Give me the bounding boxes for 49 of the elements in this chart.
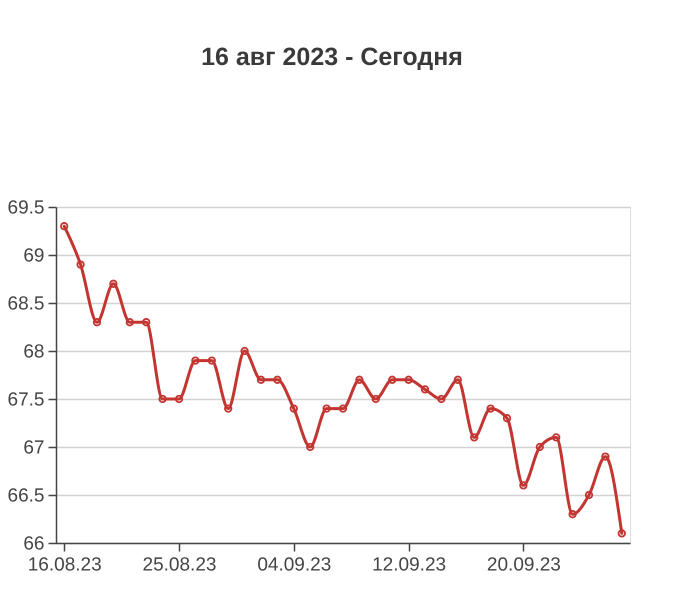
point xyxy=(404,376,413,384)
x-tick-label: 12.09.23 xyxy=(372,554,446,576)
point xyxy=(208,356,216,365)
y-tick-label: 67 xyxy=(23,438,44,458)
point xyxy=(568,510,577,518)
point xyxy=(142,318,150,326)
y-tick-label: 69.5 xyxy=(8,198,44,218)
point xyxy=(601,452,610,461)
point xyxy=(519,481,528,490)
y-tick-label: 66.5 xyxy=(8,486,44,506)
point xyxy=(158,394,167,404)
point xyxy=(322,404,331,413)
point xyxy=(502,414,512,422)
point xyxy=(536,442,544,452)
point xyxy=(92,318,102,326)
point xyxy=(618,529,626,538)
point xyxy=(552,433,560,442)
point xyxy=(454,376,462,384)
x-tick-label: 20.09.23 xyxy=(486,554,561,576)
point xyxy=(256,376,266,384)
point xyxy=(584,490,594,500)
point xyxy=(420,385,430,394)
point xyxy=(126,318,134,326)
y-tick-label: 66 xyxy=(23,534,44,554)
y-tick-label: 67.5 xyxy=(8,390,44,410)
point xyxy=(60,222,68,230)
y-tick-label: 69 xyxy=(23,246,44,266)
point xyxy=(486,404,495,413)
point xyxy=(224,404,232,413)
point xyxy=(240,346,249,356)
point xyxy=(174,394,184,404)
point xyxy=(388,376,396,384)
point xyxy=(306,442,314,452)
x-tick-label: 25.08.23 xyxy=(142,554,216,576)
y-tick-label: 68.5 xyxy=(8,294,44,314)
point xyxy=(470,433,478,442)
point xyxy=(372,394,380,404)
point xyxy=(437,394,446,404)
point xyxy=(273,376,282,384)
point xyxy=(109,280,118,288)
point xyxy=(191,356,200,365)
point xyxy=(355,376,364,384)
point xyxy=(338,404,348,413)
point xyxy=(76,260,85,269)
y-tick-label: 68 xyxy=(23,342,44,362)
x-tick-label: 16.08.23 xyxy=(28,554,102,576)
x-tick-label: 04.09.23 xyxy=(257,554,332,576)
point xyxy=(290,404,298,413)
chart-title: 16 авг 2023 - Сегодня xyxy=(201,43,463,71)
